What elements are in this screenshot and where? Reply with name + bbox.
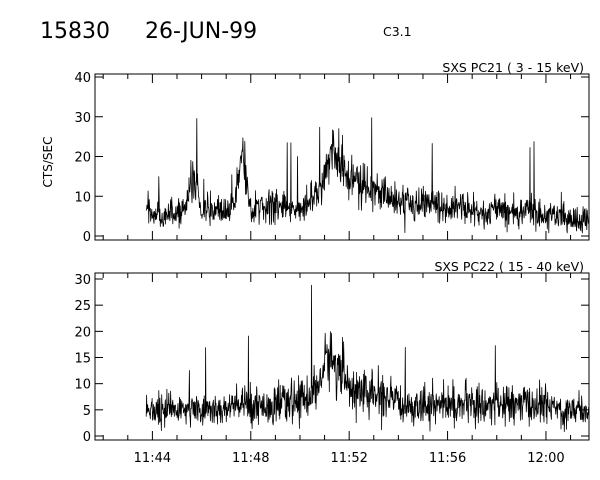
x-tick-labels: 11:44 11:48 11:52 11:56 12:00 [134,451,565,466]
event-date: 26-JUN-99 [145,19,257,44]
y-tick-label: 20 [74,325,91,340]
y-tick-label: 30 [74,273,91,288]
y-tick-label: 10 [74,378,91,393]
panel-pc22-series-line [145,284,589,432]
x-tick-label: 12:00 [527,451,564,466]
x-tick-label: 11:44 [134,451,171,466]
y-tick-label: 15 [74,352,91,367]
x-tick-label: 11:56 [429,451,466,466]
y-tick-label: 20 [74,151,91,166]
panel-pc21-yaxis: 0 10 20 30 40 [74,71,589,245]
x-tick-label: 11:48 [232,451,269,466]
y-tick-label: 0 [83,230,91,245]
y-tick-label: 25 [74,299,91,314]
panel-pc21-xaxis [102,74,572,240]
flare-class: C3.1 [383,24,412,39]
panel-pc21-series-line [145,117,589,234]
panel-pc21-ylabel: CTS/SEC [41,137,55,188]
panel-pc22-title: SXS PC22 ( 15 - 40 keV) [434,259,584,274]
x-tick-label: 11:52 [330,451,367,466]
y-tick-label: 40 [74,71,91,86]
panel-pc22-frame [94,272,590,441]
panel-pc22-xaxis [102,273,572,440]
panel-pc22: SXS PC22 ( 15 - 40 keV) 0 5 10 15 20 25 30 [74,259,590,445]
y-tick-label: 10 [74,190,91,205]
panel-pc22-yaxis: 0 5 10 15 20 25 30 [74,273,589,445]
event-id: 15830 [40,19,110,44]
panel-pc21: SXS PC21 ( 3 - 15 keV) CTS/SEC 0 10 20 30 40 [41,60,590,245]
panel-pc21-title: SXS PC21 ( 3 - 15 keV) [442,60,584,75]
y-tick-label: 30 [74,111,91,126]
y-tick-label: 5 [83,404,91,419]
y-tick-label: 0 [83,430,91,445]
